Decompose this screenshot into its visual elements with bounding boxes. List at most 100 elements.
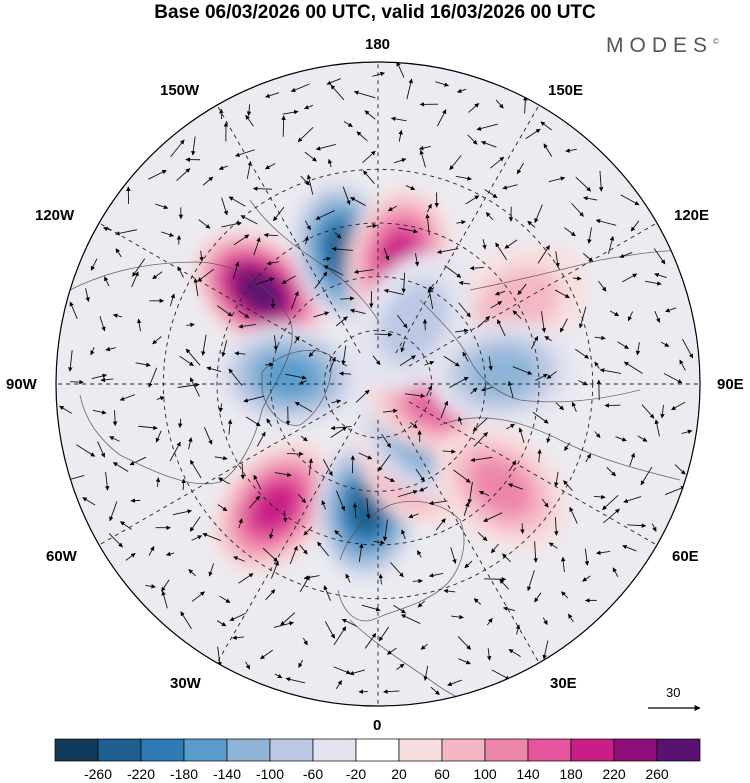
wind-arrow [660, 404, 665, 419]
wind-arrow [218, 403, 224, 413]
wind-arrow [383, 288, 404, 296]
wind-arrow [517, 283, 527, 296]
wind-arrow [217, 504, 228, 512]
wind-arrow [85, 288, 90, 302]
wind-arrow [274, 673, 283, 679]
wind-arrow [564, 442, 570, 451]
wind-arrow [353, 269, 374, 274]
wind-arrow [645, 280, 662, 286]
wind-arrow [206, 366, 222, 373]
wind-arrow [315, 143, 336, 151]
colorbar-swatch [527, 738, 572, 762]
wind-arrow [473, 432, 488, 447]
wind-arrow [386, 647, 397, 655]
lon-label-90e: 90E [717, 376, 744, 393]
wind-arrow [303, 575, 320, 580]
wind-arrow [400, 341, 405, 353]
wind-arrow [423, 665, 429, 681]
wind-arrow [534, 204, 543, 224]
latitude-circle [270, 276, 486, 492]
wind-arrow [169, 293, 175, 307]
colorbar-tick-label: -220 [126, 766, 156, 782]
wind-arrow [679, 359, 686, 371]
wind-arrow [516, 162, 524, 175]
wind-arrow [603, 508, 620, 524]
wind-arrow [238, 573, 254, 584]
wind-arrow [201, 334, 207, 356]
wind-arrow [478, 490, 490, 497]
wind-arrow [449, 155, 462, 171]
wind-arrow [330, 425, 352, 431]
wind-arrow [228, 196, 246, 207]
wind-arrow [484, 189, 498, 199]
wind-arrow [467, 134, 478, 145]
wind-arrow [663, 373, 683, 384]
wind-arrow [606, 466, 616, 477]
wind-arrow [294, 401, 313, 413]
colorbar-tick-label: 60 [434, 766, 450, 782]
wind-arrow [543, 143, 553, 157]
wind-arrow [197, 268, 215, 282]
wind-arrow [417, 600, 426, 608]
wind-arrow [378, 573, 384, 585]
wind-arrow [630, 220, 640, 232]
greenland-coast [261, 350, 332, 426]
wind-arrow [161, 590, 168, 609]
wind-arrow [299, 544, 308, 555]
colorbar-swatch [97, 738, 142, 762]
wind-arrow [426, 203, 432, 213]
wind-arrow [654, 419, 660, 437]
wind-arrow [537, 245, 550, 264]
wind-arrow [233, 556, 245, 562]
wind-arrow [198, 219, 211, 229]
wind-arrow [490, 156, 505, 169]
wind-arrow [282, 510, 288, 523]
lon-label-60e: 60E [672, 548, 699, 565]
wind-arrow [440, 400, 449, 419]
copyright-mark: © [713, 37, 719, 46]
wind-arrow [382, 519, 388, 542]
wind-arrow [303, 526, 313, 536]
wind-arrow [458, 416, 463, 425]
wind-arrow [546, 371, 557, 379]
map-boundary [55, 61, 701, 707]
wind-arrow [396, 62, 405, 78]
wind-arrow [578, 306, 587, 329]
wind-arrow [180, 611, 192, 629]
wind-arrow [148, 546, 155, 556]
wind-arrow [270, 560, 279, 579]
wind-arrow [274, 472, 292, 477]
wind-arrow [218, 477, 230, 485]
wind-arrow [324, 621, 335, 639]
wind-arrow [490, 543, 499, 554]
wind-arrow [177, 382, 200, 388]
wind-arrow [362, 170, 375, 184]
wind-arrow [240, 463, 246, 480]
wind-arrow [575, 348, 590, 359]
wind-arrow [575, 176, 591, 192]
wind-arrow [265, 92, 280, 98]
lon-label-30e: 30E [550, 675, 577, 692]
wind-arrow [428, 500, 448, 506]
wind-arrow [463, 502, 470, 516]
wind-arrow [260, 649, 273, 660]
wind-arrow [356, 131, 368, 142]
wind-arrow [623, 361, 643, 374]
wind-arrow [430, 686, 440, 696]
wind-arrow [262, 547, 278, 562]
colorbar-swatch [269, 738, 314, 762]
wind-arrow [103, 226, 112, 232]
wind-arrow [443, 588, 456, 594]
wind-arrow [569, 506, 578, 524]
colorbar-swatch [140, 738, 185, 762]
wind-arrow [273, 206, 285, 222]
wind-arrow [306, 174, 314, 195]
wind-arrow [343, 121, 353, 128]
colorbar-swatch [312, 738, 357, 762]
wind-arrow [594, 431, 601, 438]
wind-arrow [131, 271, 139, 288]
wind-arrow [109, 436, 120, 442]
wind-arrow [328, 356, 336, 373]
wind-arrow [245, 416, 261, 427]
wind-arrow [383, 248, 390, 261]
